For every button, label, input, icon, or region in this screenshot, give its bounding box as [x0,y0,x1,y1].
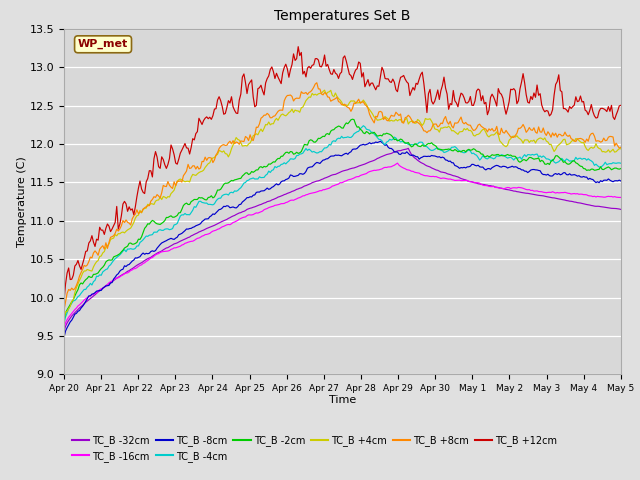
Line: TC_B +8cm: TC_B +8cm [64,83,621,310]
TC_B -32cm [303,182,311,188]
TC_B -2cm [244,172,252,178]
TC_B -16cm [617,194,625,200]
TC_B -4cm [588,158,595,164]
TC_B -16cm [254,210,262,216]
Line: TC_B -8cm: TC_B -8cm [64,141,621,337]
TC_B -2cm [303,142,311,148]
TC_B +12cm [226,100,234,106]
TC_B -32cm [588,203,595,208]
TC_B -2cm [617,166,625,171]
Line: TC_B +4cm: TC_B +4cm [64,90,621,318]
TC_B +12cm [305,63,313,69]
TC_B -2cm [588,166,595,172]
TC_B +8cm [617,144,625,150]
TC_B -4cm [129,246,136,252]
TC_B -32cm [617,206,625,212]
TC_B +8cm [129,216,136,222]
TC_B -2cm [226,179,234,184]
TC_B +12cm [254,86,262,92]
TC_B -32cm [129,266,136,272]
TC_B -4cm [60,321,68,326]
Line: TC_B -16cm: TC_B -16cm [64,163,621,328]
TC_B +12cm [244,82,252,87]
TC_B +4cm [588,144,595,150]
TC_B -32cm [404,145,412,151]
TC_B -8cm [60,335,68,340]
TC_B -2cm [349,116,356,122]
Title: Temperatures Set B: Temperatures Set B [274,10,411,24]
TC_B +12cm [60,298,68,304]
TC_B -16cm [244,212,252,218]
TC_B -8cm [129,258,136,264]
TC_B +12cm [588,102,595,108]
TC_B +4cm [617,146,625,152]
TC_B -32cm [254,203,262,208]
TC_B -16cm [303,192,311,197]
TC_B -16cm [394,160,401,166]
TC_B -32cm [244,206,252,212]
TC_B -4cm [226,190,234,196]
TC_B -8cm [254,189,262,195]
TC_B +8cm [226,138,234,144]
Y-axis label: Temperature (C): Temperature (C) [17,156,27,247]
X-axis label: Time: Time [329,395,356,405]
TC_B +4cm [254,132,262,138]
TC_B -2cm [254,167,262,173]
TC_B -8cm [244,195,252,201]
TC_B -4cm [617,160,625,166]
TC_B -8cm [588,176,595,182]
TC_B -8cm [303,165,311,171]
TC_B +8cm [60,307,68,313]
TC_B +4cm [226,151,234,156]
TC_B +4cm [303,96,311,102]
TC_B +12cm [294,44,302,49]
TC_B -32cm [60,329,68,335]
TC_B -2cm [129,241,136,247]
TC_B +4cm [129,223,136,228]
Line: TC_B -2cm: TC_B -2cm [64,119,621,320]
TC_B -4cm [244,177,252,183]
TC_B +12cm [617,102,625,108]
TC_B +4cm [244,141,252,147]
TC_B -4cm [303,147,311,153]
TC_B +8cm [244,138,252,144]
Text: WP_met: WP_met [78,39,128,49]
TC_B +12cm [129,206,136,212]
TC_B +8cm [588,131,595,136]
TC_B -8cm [226,205,234,211]
TC_B -8cm [617,178,625,184]
TC_B +4cm [321,87,328,93]
TC_B +8cm [313,80,321,85]
TC_B -16cm [60,325,68,331]
TC_B -16cm [588,193,595,199]
TC_B +8cm [254,124,262,130]
Legend: TC_B -32cm, TC_B -16cm, TC_B -8cm, TC_B -4cm, TC_B -2cm, TC_B +4cm, TC_B +8cm, T: TC_B -32cm, TC_B -16cm, TC_B -8cm, TC_B … [68,431,561,466]
Line: TC_B -4cm: TC_B -4cm [64,126,621,324]
TC_B -32cm [226,215,234,220]
TC_B -8cm [376,138,384,144]
TC_B -4cm [360,123,367,129]
TC_B -4cm [254,176,262,182]
TC_B -2cm [60,317,68,323]
Line: TC_B +12cm: TC_B +12cm [64,47,621,301]
TC_B +4cm [60,315,68,321]
TC_B +8cm [303,92,311,97]
TC_B -16cm [129,267,136,273]
Line: TC_B -32cm: TC_B -32cm [64,148,621,332]
TC_B -16cm [226,222,234,228]
